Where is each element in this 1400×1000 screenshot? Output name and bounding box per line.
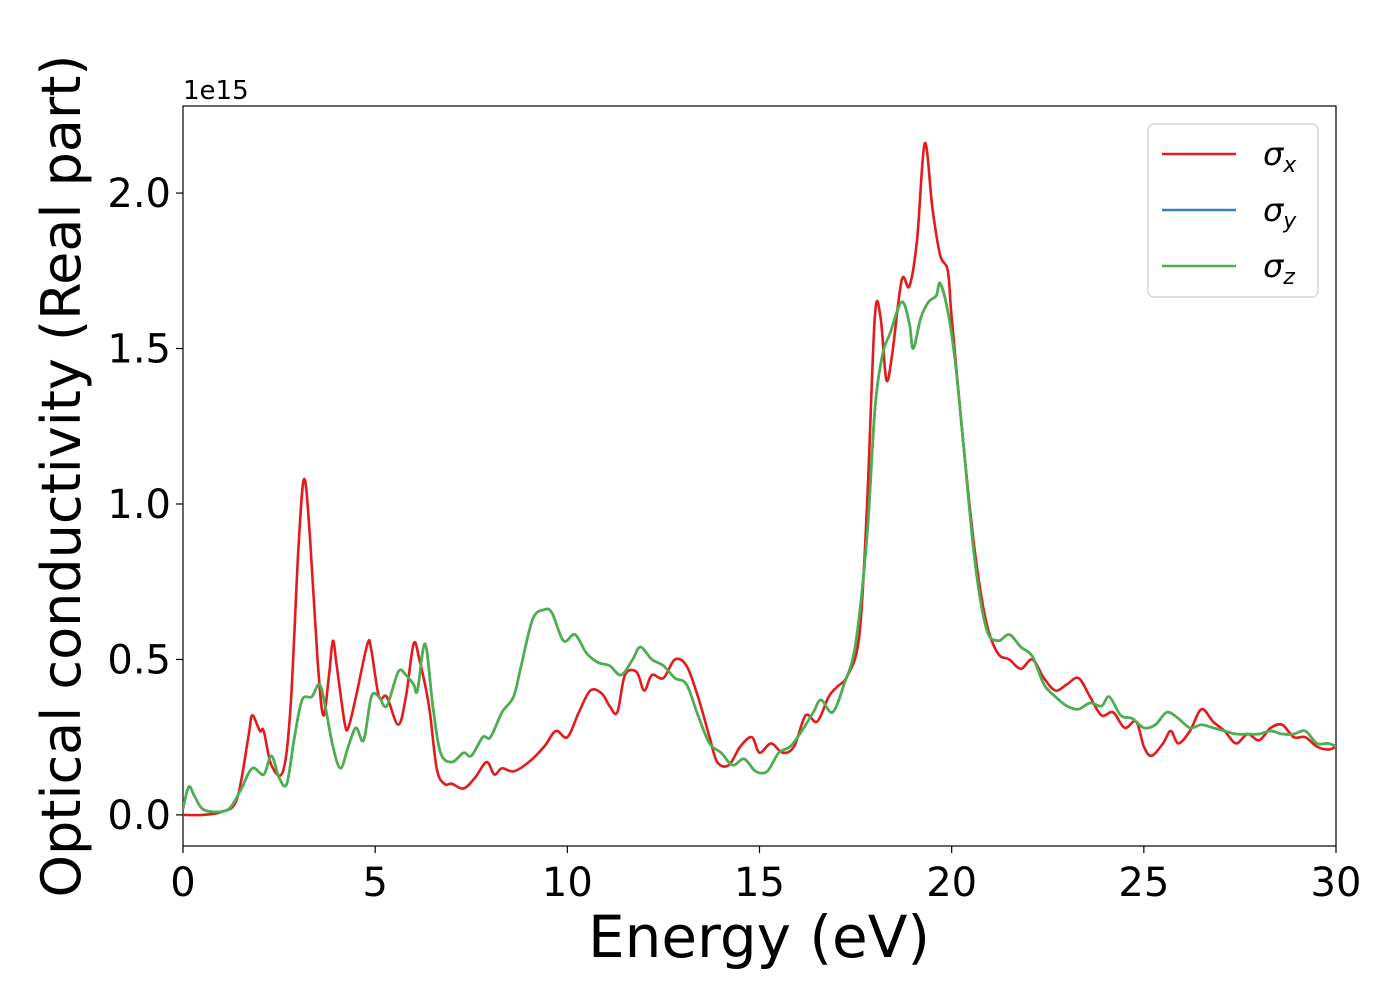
y-tick-label: 2.0: [107, 171, 171, 217]
x-tick-label: 15: [734, 860, 785, 906]
y-tick-label: 1.5: [107, 327, 171, 373]
x-tick-label: 30: [1311, 860, 1362, 906]
series-line-2: [183, 281, 1336, 814]
y-axis-ticks: 0.0 0.5 1.0 1.5 2.0: [107, 171, 183, 839]
x-tick-label: 5: [362, 860, 387, 906]
legend-label-1: σy: [1263, 191, 1297, 234]
series-line-0: [183, 141, 1336, 817]
y-tick-label: 0.0: [107, 793, 171, 839]
y-tick-label: 0.5: [107, 637, 171, 683]
x-tick-label: 20: [926, 860, 977, 906]
x-axis-ticks: 0 5 10 15 20 25 30: [170, 846, 1361, 906]
x-tick-label: 0: [170, 860, 195, 906]
plot-area-frame: [182, 105, 1337, 847]
legend: σx σy σz: [1147, 123, 1319, 298]
y-tick-label: 1.0: [107, 482, 171, 528]
x-tick-label: 25: [1118, 860, 1169, 906]
x-tick-label: 10: [542, 860, 593, 906]
y-offset-label: 1e15: [183, 76, 249, 106]
series-layer: [183, 141, 1336, 817]
legend-label-0: σx: [1263, 135, 1297, 178]
x-axis-label: Energy (eV): [588, 903, 930, 971]
y-axis-label: Optical conductivity (Real part): [30, 55, 93, 898]
legend-label-2: σz: [1263, 247, 1295, 290]
